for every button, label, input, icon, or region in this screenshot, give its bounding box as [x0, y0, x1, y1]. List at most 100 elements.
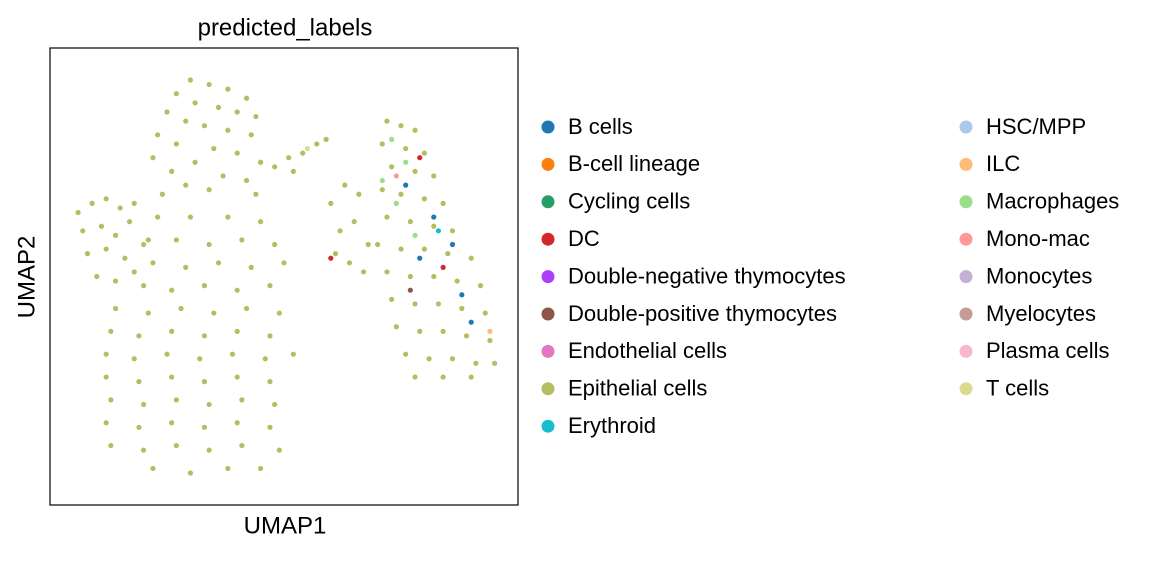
point [169, 328, 175, 334]
point [192, 159, 198, 165]
point [150, 260, 156, 266]
legend-label: Erythroid [568, 413, 656, 438]
point [403, 351, 409, 357]
point [248, 132, 254, 138]
point [384, 214, 390, 220]
point [75, 209, 81, 216]
point [201, 283, 208, 289]
legend-marker [541, 120, 555, 134]
point [351, 219, 357, 225]
point [178, 305, 184, 312]
point [108, 397, 114, 403]
point [183, 264, 189, 270]
point [463, 333, 470, 339]
point [183, 118, 189, 124]
point [234, 150, 240, 156]
point [276, 310, 282, 316]
point [187, 77, 193, 83]
point [290, 351, 296, 357]
point [173, 237, 179, 243]
point [253, 191, 259, 197]
point [141, 401, 147, 408]
point [379, 141, 385, 147]
legend-label: ILC [986, 151, 1020, 176]
legend-label: T cells [986, 376, 1049, 401]
point [379, 187, 385, 193]
point [375, 241, 381, 248]
point [206, 401, 212, 408]
point [449, 356, 456, 362]
point [220, 173, 226, 179]
point [248, 264, 254, 270]
point [393, 173, 399, 179]
point [487, 328, 493, 334]
legend-label: Myelocytes [986, 301, 1096, 326]
point [126, 219, 133, 225]
point [314, 141, 320, 147]
point [164, 109, 170, 115]
point [122, 255, 128, 261]
point [342, 182, 348, 188]
point [492, 360, 498, 366]
legend-marker [541, 419, 555, 433]
point [103, 246, 109, 252]
point [435, 301, 442, 307]
chart-title: predicted_labels [198, 14, 373, 41]
legend-label: DC [568, 226, 600, 251]
point [300, 150, 306, 156]
point [173, 442, 179, 449]
point [103, 351, 109, 357]
legend-marker [959, 307, 973, 321]
point [468, 255, 474, 261]
point [332, 251, 339, 257]
point [201, 424, 208, 430]
point [141, 447, 147, 453]
point [393, 200, 399, 206]
point [258, 465, 264, 472]
legend-label: Macrophages [986, 189, 1119, 214]
point [112, 278, 119, 284]
point [346, 260, 353, 266]
point [459, 305, 465, 312]
point [389, 296, 395, 302]
point [440, 328, 446, 334]
legend-label: Epithelial cells [568, 376, 707, 401]
legend-marker [541, 344, 555, 358]
point [145, 310, 151, 316]
point [211, 145, 217, 152]
point [323, 136, 329, 142]
point [468, 374, 474, 380]
point [136, 379, 142, 385]
point [403, 145, 409, 152]
point [155, 132, 161, 138]
point [398, 191, 404, 197]
point [215, 260, 222, 266]
legend-marker [541, 157, 555, 171]
point [155, 214, 161, 220]
legend-label: Double-negative thymocytes [568, 263, 846, 288]
point [211, 310, 217, 316]
point [459, 292, 465, 298]
point [84, 251, 91, 257]
point [117, 205, 123, 211]
point [267, 424, 273, 430]
point [108, 442, 114, 449]
point [136, 424, 142, 430]
y-axis-label: UMAP2 [13, 236, 40, 319]
point [337, 228, 343, 234]
point [187, 214, 193, 220]
legend-marker [959, 270, 973, 284]
point [215, 104, 222, 111]
point [440, 200, 446, 206]
point [393, 324, 399, 330]
legend-label: Plasma cells [986, 338, 1109, 363]
legend-label: B cells [568, 114, 633, 139]
point [131, 356, 137, 362]
point [477, 283, 484, 289]
legend-label: Double-positive thymocytes [568, 301, 837, 326]
point [112, 232, 119, 238]
legend-marker [541, 307, 555, 321]
point [412, 168, 418, 174]
point [89, 200, 95, 206]
